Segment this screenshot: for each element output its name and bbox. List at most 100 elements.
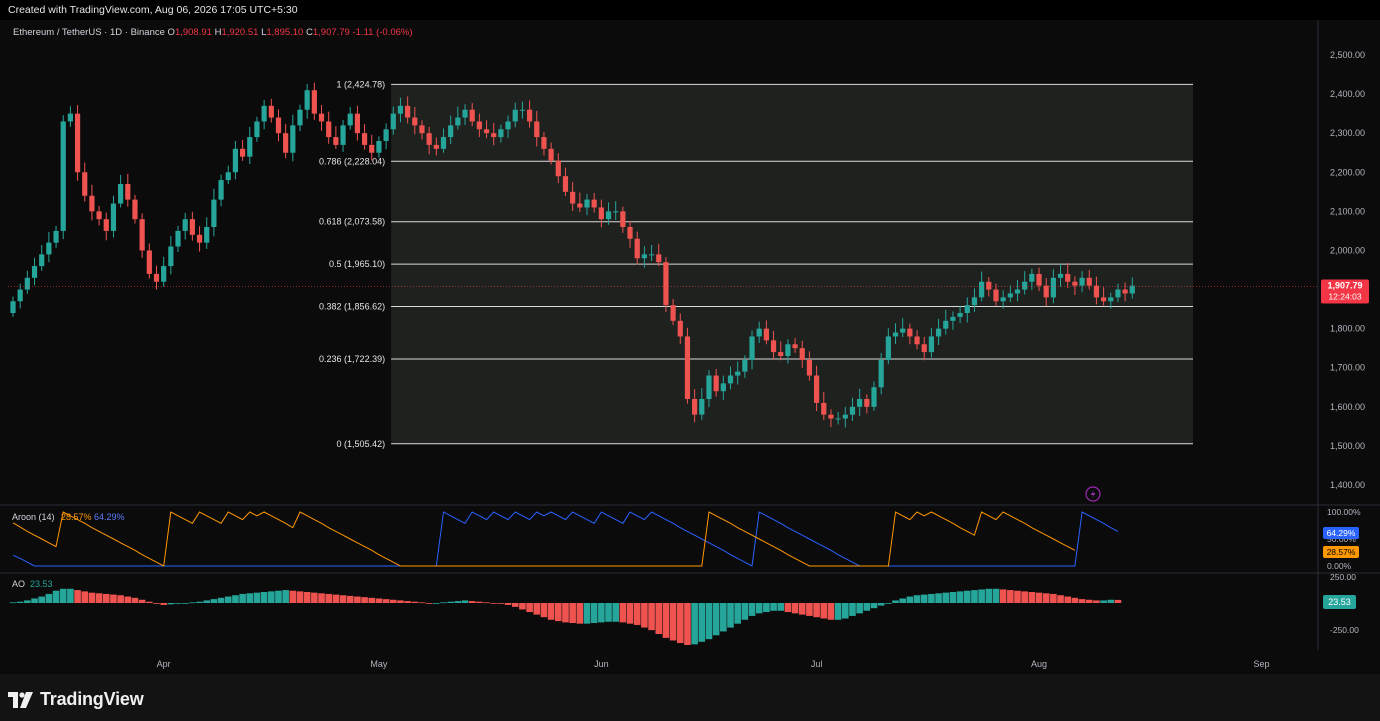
- ao-pane[interactable]: AO 23.53 250.00 -250.00 23.53: [9, 572, 1359, 645]
- ao-bar: [497, 603, 505, 604]
- candle-body: [376, 141, 382, 153]
- ao-bar: [949, 592, 957, 603]
- candle-body: [448, 125, 454, 138]
- tradingview-brand[interactable]: TradingView: [8, 689, 144, 710]
- candle-body: [189, 219, 195, 235]
- candle-body: [570, 191, 576, 204]
- fib-retracement[interactable]: 1 (2,424.78) 0.786 (2,228.04) 0.618 (2,073…: [319, 79, 1194, 449]
- ao-bar: [784, 603, 792, 613]
- candle-body: [663, 262, 669, 306]
- candle-body: [699, 399, 705, 415]
- ao-bar: [52, 590, 60, 603]
- aroon-down-value: 64.29%: [94, 512, 125, 522]
- created-caption: Created with TradingView.com, Aug 06, 20…: [8, 4, 298, 16]
- candle-body: [405, 105, 411, 118]
- candle-body: [677, 320, 683, 337]
- candle-body: [613, 211, 619, 213]
- ao-bar: [877, 603, 885, 606]
- candle-body: [1093, 285, 1100, 298]
- candle-body: [290, 125, 296, 153]
- ao-bar: [569, 603, 576, 624]
- ao-bar: [684, 603, 691, 645]
- candle-body: [892, 332, 899, 337]
- low-label: L: [261, 27, 267, 38]
- candle-body: [821, 402, 827, 415]
- ohlc-legend: Ethereum / TetherUS · 1D · Binance O1,90…: [13, 27, 413, 38]
- price-axis[interactable]: 2,500.00 2,400.00 2,300.00 2,200.00 2,100.00…: [1321, 50, 1369, 490]
- candle-body: [692, 399, 698, 415]
- ao-bar: [1014, 590, 1021, 603]
- ao-bar: [289, 590, 297, 603]
- ao-bar: [447, 601, 454, 603]
- candle-body: [749, 336, 755, 360]
- candle-body: [110, 203, 117, 231]
- footer-bar: [0, 674, 1380, 721]
- ao-bar: [239, 593, 246, 603]
- ao-bar: [691, 603, 698, 645]
- candle-body: [240, 148, 246, 157]
- ao-bar: [971, 590, 978, 603]
- ao-bar: [67, 588, 74, 603]
- ao-bar: [1057, 595, 1064, 603]
- ao-bar: [892, 600, 899, 603]
- candle-body: [684, 336, 691, 399]
- ao-bar: [189, 602, 196, 604]
- candle-body: [225, 172, 231, 181]
- candle-body: [161, 266, 167, 282]
- candle-body: [196, 234, 203, 243]
- fib-level-label: 1 (2,424.78): [337, 79, 386, 89]
- time-axis[interactable]: Apr May Jun Jul Aug Sep: [157, 659, 1270, 669]
- ao-bar: [963, 590, 971, 603]
- ao-bar: [275, 590, 282, 603]
- ao-bar: [605, 603, 612, 622]
- aroon-label: Aroon (14): [12, 512, 55, 522]
- ao-bar: [1093, 600, 1100, 603]
- ao-badge: [1323, 595, 1356, 609]
- candle-body: [146, 250, 152, 274]
- candle-body: [1050, 277, 1056, 298]
- ao-bar: [641, 603, 648, 628]
- ao-bar: [1050, 593, 1057, 603]
- price-tick-label: 1,500.00: [1330, 441, 1365, 451]
- ao-bar: [899, 598, 906, 603]
- candle-body: [1072, 281, 1078, 286]
- ao-bar: [956, 591, 964, 603]
- candle-body: [397, 105, 404, 114]
- fib-level-label: 0.5 (1,965.10): [329, 259, 385, 269]
- ao-bar: [468, 601, 476, 603]
- ao-bar: [1107, 599, 1115, 603]
- symbol-label[interactable]: Ethereum / TetherUS · 1D · Binance: [13, 27, 165, 38]
- candle-body: [1000, 297, 1006, 302]
- candle-body: [806, 359, 813, 376]
- ao-bar: [483, 602, 490, 604]
- brand-name: TradingView: [40, 689, 144, 709]
- candle-body: [476, 121, 482, 130]
- candle-body: [318, 113, 325, 122]
- candle-body: [1022, 281, 1028, 290]
- candle-body: [419, 125, 425, 134]
- aroon-down-badge: [1323, 527, 1359, 539]
- candle-body: [261, 105, 267, 122]
- aroon-axis-label: 100.00%: [1327, 507, 1361, 517]
- aroon-down-line: [12, 511, 1119, 567]
- ao-bar: [339, 595, 347, 603]
- candle-body: [24, 277, 30, 290]
- candle-body: [971, 297, 978, 306]
- ao-bar: [102, 593, 110, 603]
- ao-bar: [863, 603, 871, 611]
- candle-body: [727, 375, 734, 384]
- candle-body: [74, 113, 81, 173]
- candle-body: [1057, 273, 1064, 278]
- ao-bar: [619, 603, 627, 623]
- ao-bar: [433, 603, 440, 604]
- candle-body: [548, 148, 554, 161]
- close-value: 1,907.79: [312, 27, 350, 38]
- price-chart[interactable]: 1 (2,424.78) 0.786 (2,228.04) 0.618 (2,073…: [0, 0, 1380, 674]
- aroon-pane[interactable]: Aroon (14)28.57%64.29%100.00%50.00%0.00%…: [12, 507, 1361, 571]
- price-tick-label: 2,400.00: [1330, 89, 1365, 99]
- candle-body: [39, 254, 45, 267]
- candle-body: [1029, 273, 1035, 282]
- candle-body: [706, 375, 712, 399]
- candle-body: [562, 176, 569, 192]
- candle-body: [340, 125, 346, 145]
